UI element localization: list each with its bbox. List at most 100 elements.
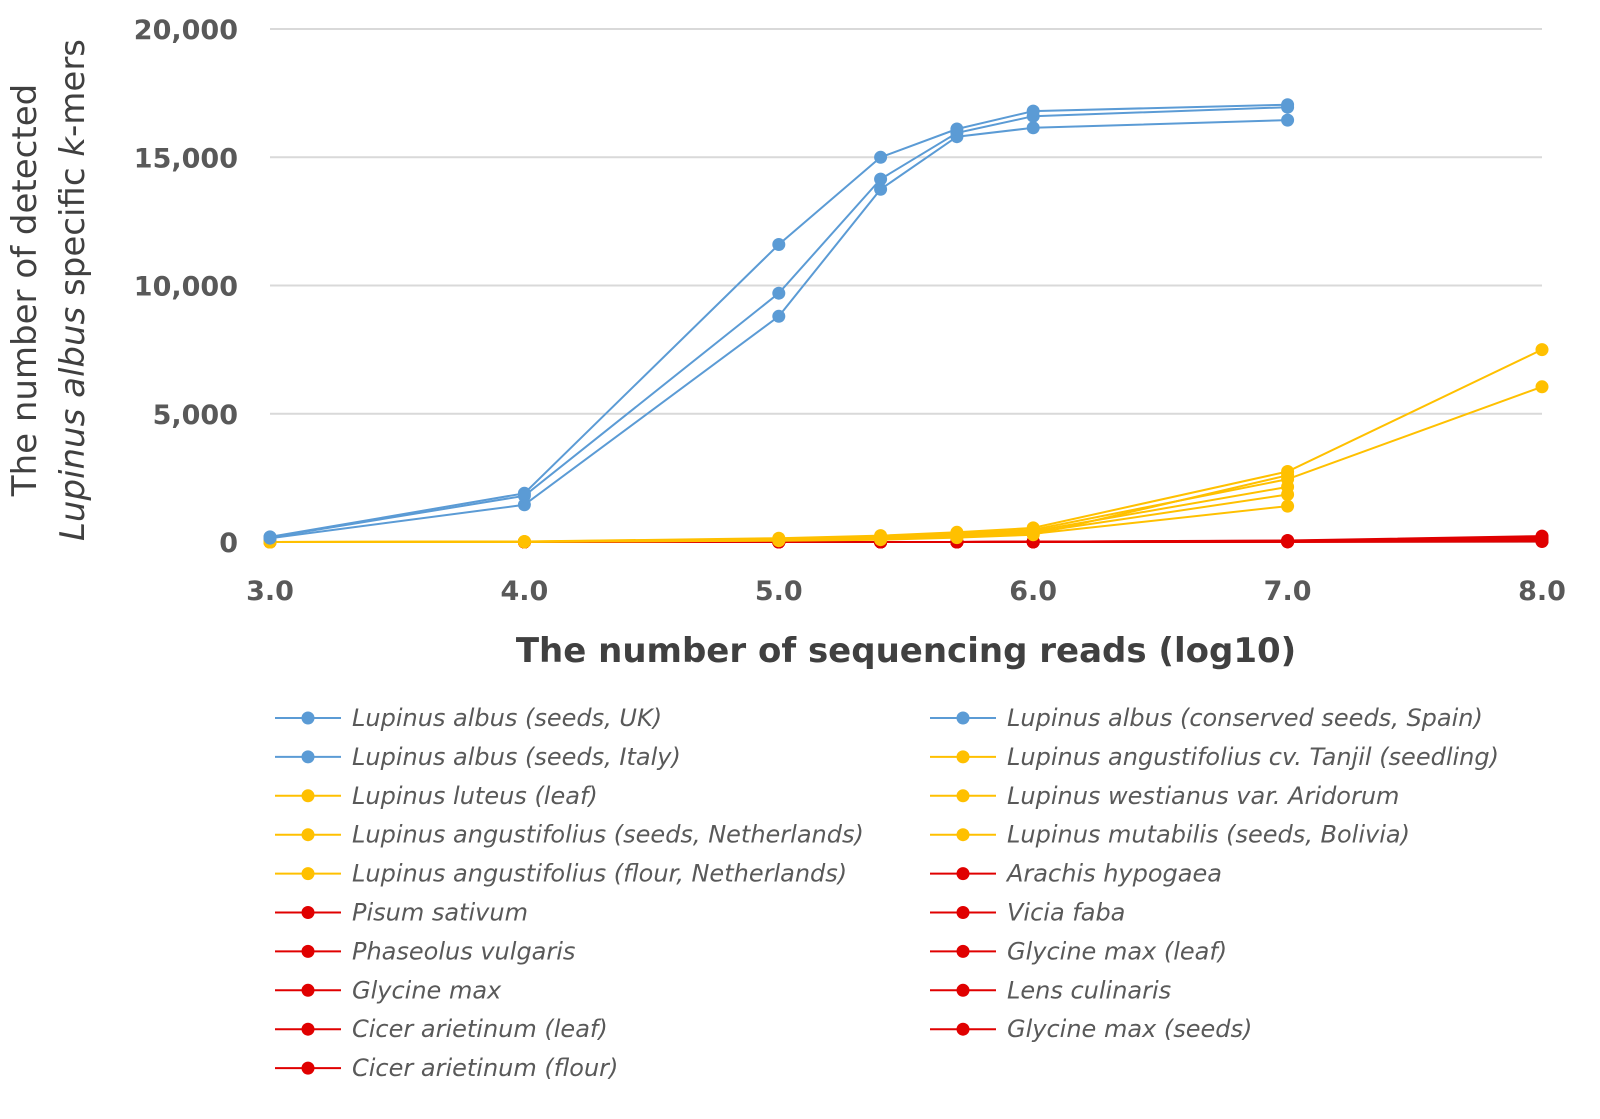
- y-axis-title-line1: The number of detected: [5, 84, 45, 497]
- data-point: [1281, 499, 1295, 513]
- series-2: [263, 113, 1295, 545]
- legend-entry: Lupinus mutabilis (seeds, Bolivia): [930, 821, 1410, 849]
- legend-marker: [301, 1022, 315, 1036]
- legend-marker: [301, 828, 315, 842]
- legend-marker: [301, 944, 315, 958]
- legend-marker: [956, 750, 970, 764]
- legend-marker: [301, 750, 315, 764]
- legend-label: Lupinus luteus (leaf): [352, 782, 598, 810]
- x-tick-label: 5.0: [755, 576, 803, 607]
- legend-label: Phaseolus vulgaris: [352, 937, 575, 965]
- data-point: [1026, 521, 1040, 535]
- x-tick-label: 3.0: [246, 576, 294, 607]
- legend-label: Lupinus albus (seeds, Italy): [352, 743, 681, 771]
- y-axis-title-line2: Lupinus albus specific k-mers: [53, 39, 93, 541]
- y-axis-title-part: specific: [53, 157, 93, 307]
- y-tick-label: 15,000: [134, 143, 238, 174]
- gridlines: [270, 28, 1542, 543]
- data-point: [1026, 121, 1040, 135]
- x-tick-label: 8.0: [1518, 576, 1566, 607]
- data-point: [874, 150, 888, 164]
- legend-label: Lupinus albus (seeds, UK): [352, 704, 662, 732]
- series-line: [269, 348, 1543, 543]
- legend-label: Lupinus westianus var. Aridorum: [1007, 782, 1399, 810]
- x-tick-label: 7.0: [1264, 576, 1312, 607]
- legend-label: Lupinus angustifolius cv. Tanjil (seedli…: [1007, 743, 1499, 771]
- legend-entry: Phaseolus vulgaris: [275, 937, 575, 965]
- legend-label: Lens culinaris: [1007, 976, 1171, 1004]
- legend-entry: Lens culinaris: [930, 976, 1171, 1004]
- legend: Lupinus albus (seeds, UK) Lupinus albus (…: [275, 704, 1499, 1082]
- legend-marker: [301, 1061, 315, 1075]
- legend-label: Glycine max (seeds): [1007, 1015, 1252, 1043]
- y-axis-title-part: Lupinus albus: [53, 307, 93, 541]
- data-point: [517, 486, 531, 500]
- legend-label: Vicia faba: [1007, 899, 1125, 927]
- series-4: [263, 380, 1549, 549]
- data-point: [1026, 104, 1040, 118]
- legend-entry: Lupinus luteus (leaf): [275, 782, 598, 810]
- data-point: [874, 529, 888, 543]
- legend-label: Pisum sativum: [352, 899, 528, 927]
- legend-entry: Pisum sativum: [275, 899, 528, 927]
- legend-marker: [301, 867, 315, 881]
- y-tick-label: 10,000: [134, 272, 238, 303]
- data-point: [1281, 113, 1295, 127]
- legend-entry: Lupinus albus (seeds, Italy): [275, 743, 681, 771]
- legend-label: Lupinus angustifolius (flour, Netherland…: [352, 860, 847, 888]
- legend-marker: [956, 983, 970, 997]
- legend-label: Lupinus angustifolius (seeds, Netherland…: [352, 821, 864, 849]
- legend-label: Cicer arietinum (leaf): [352, 1015, 608, 1043]
- legend-marker: [956, 867, 970, 881]
- y-tick-label: 5,000: [153, 400, 238, 431]
- data-point: [874, 182, 888, 196]
- legend-label: Glycine max (leaf): [1007, 937, 1227, 965]
- legend-marker: [956, 1022, 970, 1036]
- data-point: [517, 535, 531, 548]
- series-0: [263, 98, 1295, 544]
- data-point: [1281, 98, 1295, 112]
- legend-entry: Lupinus angustifolius (flour, Netherland…: [275, 860, 847, 888]
- x-tick-label: 6.0: [1009, 576, 1057, 607]
- data-point: [1535, 380, 1549, 394]
- legend-marker: [301, 983, 315, 997]
- legend-entry: Glycine max: [275, 976, 502, 1004]
- series-line: [269, 119, 1288, 540]
- legend-marker: [301, 789, 315, 803]
- legend-label: Cicer arietinum (flour): [352, 1054, 618, 1082]
- data-point: [1281, 465, 1295, 478]
- legend-marker: [956, 789, 970, 803]
- legend-marker: [956, 711, 970, 725]
- legend-label: Lupinus mutabilis (seeds, Bolivia): [1007, 821, 1410, 849]
- y-tick-label: 0: [219, 528, 238, 559]
- legend-marker: [956, 828, 970, 842]
- legend-entry: Lupinus albus (conserved seeds, Spain): [930, 704, 1483, 732]
- data-point: [517, 498, 531, 512]
- legend-entry: Glycine max (seeds): [930, 1015, 1252, 1043]
- legend-label: Lupinus albus (conserved seeds, Spain): [1007, 704, 1483, 732]
- x-axis-ticks: 3.0 4.0 5.0 6.0 7.0 8.0: [246, 576, 1566, 607]
- series-3: [263, 343, 1549, 549]
- data-point: [950, 525, 964, 539]
- legend-marker: [301, 906, 315, 919]
- legend-label: Arachis hypogaea: [1005, 860, 1222, 888]
- legend-marker: [301, 711, 315, 725]
- data-point: [772, 286, 786, 300]
- legend-entry: Cicer arietinum (leaf): [275, 1015, 608, 1043]
- legend-entry: Glycine max (leaf): [930, 937, 1227, 965]
- legend-entry: Lupinus angustifolius (seeds, Netherland…: [275, 821, 864, 849]
- data-point: [772, 238, 786, 251]
- y-axis-ticks: 0 5,000 10,000 15,000 20,000: [134, 15, 238, 559]
- data-point: [1281, 534, 1295, 547]
- series-line: [269, 385, 1543, 543]
- legend-entry: Cicer arietinum (flour): [275, 1054, 618, 1082]
- data-point: [1535, 343, 1549, 357]
- data-point: [950, 122, 964, 136]
- legend-entry: Lupinus albus (seeds, UK): [275, 704, 662, 732]
- legend-entry: Lupinus westianus var. Aridorum: [930, 782, 1399, 810]
- legend-label: Glycine max: [352, 976, 502, 1004]
- data-point: [772, 309, 786, 323]
- data-point: [1535, 529, 1549, 543]
- data-point: [874, 172, 888, 186]
- y-axis-title-part: -mers: [53, 39, 93, 137]
